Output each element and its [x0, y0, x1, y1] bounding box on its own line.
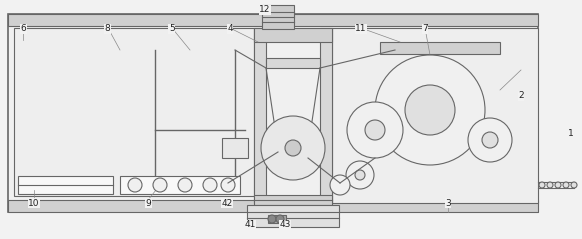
Circle shape: [405, 85, 455, 135]
Circle shape: [347, 102, 403, 158]
Text: 10: 10: [28, 199, 40, 208]
Circle shape: [261, 116, 325, 180]
Circle shape: [571, 182, 577, 188]
Circle shape: [203, 178, 217, 192]
Bar: [8, 200, 538, 212]
Text: 42: 42: [221, 199, 233, 208]
Text: 1: 1: [567, 129, 573, 138]
Circle shape: [330, 175, 350, 195]
Bar: [266, 58, 320, 68]
Circle shape: [365, 120, 385, 140]
Text: 8: 8: [105, 24, 111, 33]
Text: 4: 4: [227, 24, 233, 33]
Bar: [247, 205, 339, 227]
Circle shape: [153, 178, 167, 192]
Circle shape: [268, 215, 276, 223]
Bar: [254, 28, 332, 42]
Bar: [222, 138, 248, 158]
Circle shape: [285, 140, 301, 156]
Circle shape: [346, 161, 374, 189]
Bar: [380, 42, 500, 54]
Text: 5: 5: [169, 24, 175, 33]
Circle shape: [128, 178, 142, 192]
Bar: [254, 28, 266, 203]
Circle shape: [178, 178, 192, 192]
Bar: [18, 176, 113, 194]
Circle shape: [221, 178, 235, 192]
Text: 41: 41: [244, 220, 256, 229]
Bar: [262, 5, 294, 29]
Circle shape: [375, 55, 485, 165]
Circle shape: [276, 215, 284, 223]
Bar: [8, 14, 538, 26]
Circle shape: [555, 182, 561, 188]
Text: 11: 11: [355, 24, 367, 33]
Circle shape: [468, 118, 512, 162]
Text: 43: 43: [279, 220, 291, 229]
Bar: [8, 14, 538, 212]
Text: 6: 6: [20, 24, 26, 33]
Bar: [14, 28, 254, 196]
Text: 7: 7: [422, 24, 428, 33]
Text: 9: 9: [146, 199, 151, 208]
Circle shape: [355, 170, 365, 180]
Text: 3: 3: [445, 199, 451, 208]
Circle shape: [563, 182, 569, 188]
Circle shape: [547, 182, 553, 188]
Text: 12: 12: [259, 5, 271, 14]
Bar: [254, 195, 332, 205]
Circle shape: [539, 182, 545, 188]
Text: 2: 2: [518, 91, 524, 100]
Bar: [332, 28, 538, 203]
Bar: [120, 176, 240, 194]
Bar: [320, 28, 332, 203]
Bar: [268, 215, 286, 223]
Circle shape: [482, 132, 498, 148]
